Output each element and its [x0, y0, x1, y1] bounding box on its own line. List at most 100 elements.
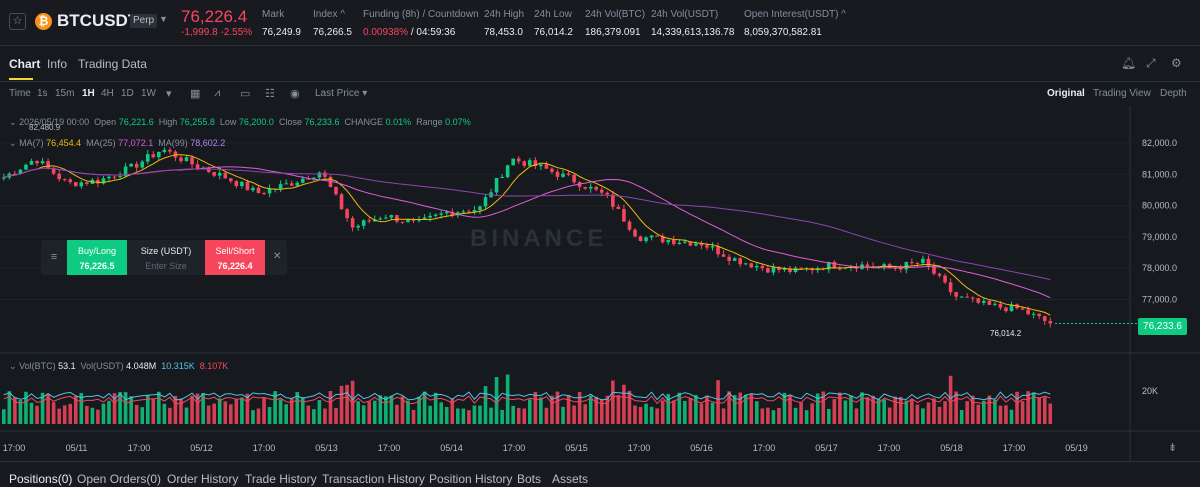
- candle-body: [323, 172, 327, 177]
- volume-bar: [306, 405, 311, 424]
- candle-body: [1042, 316, 1047, 321]
- tab-trade-history[interactable]: Trade History: [245, 472, 317, 486]
- volume-bar: [666, 394, 671, 424]
- draw-tools-icon[interactable]: ▭: [240, 88, 251, 100]
- tab-assets[interactable]: Assets: [552, 472, 589, 486]
- candle-body: [73, 182, 78, 187]
- legend-toggle-icon[interactable]: ⌄: [9, 138, 17, 148]
- volume-bar: [638, 407, 643, 424]
- interval-1w[interactable]: 1W: [141, 88, 156, 99]
- interval-time[interactable]: Time: [9, 88, 31, 99]
- chevron-down-icon[interactable]: ▾: [166, 88, 172, 100]
- candle-body: [494, 177, 499, 193]
- volume-bar: [328, 390, 333, 424]
- last-price: 76,226.4: [181, 7, 248, 26]
- candle-body: [887, 264, 892, 268]
- stat-open-interest[interactable]: Open Interest(USDT) ^ 8,059,370,582.81: [744, 9, 846, 38]
- volume-bar: [494, 377, 499, 424]
- calendar-icon[interactable]: ▦: [190, 88, 201, 100]
- volume-bar: [300, 397, 305, 424]
- candle-body: [162, 149, 167, 153]
- volume-bar: [223, 401, 228, 424]
- volume-bar: [732, 395, 737, 424]
- candlestick-chart[interactable]: 82,000.0 81,000.0 80,000.0 79,000.0 78,000.0…: [0, 106, 1200, 461]
- sell-short-button[interactable]: Sell/Short 76,226.4: [205, 240, 265, 275]
- volume-bar: [721, 408, 726, 424]
- candle-body: [411, 219, 416, 221]
- volume-bar: [555, 391, 560, 424]
- volume-bar: [611, 380, 615, 424]
- interval-1h[interactable]: 1H: [82, 88, 95, 99]
- symbol-name[interactable]: BTCUSDT: [57, 11, 139, 30]
- interval-4h[interactable]: 4H: [101, 88, 114, 99]
- candle-body: [1031, 313, 1036, 315]
- tab-trading-data[interactable]: Trading Data: [78, 57, 147, 71]
- volume-bar: [145, 395, 150, 424]
- chevron-down-icon: ▾: [362, 88, 368, 99]
- vol-ma2-value: 8.107K: [199, 361, 229, 371]
- view-original[interactable]: Original: [1047, 88, 1085, 99]
- funding-rate: 0.00938%: [363, 27, 409, 38]
- drag-handle-icon[interactable]: ≡: [50, 251, 58, 263]
- volume-bar: [13, 397, 17, 424]
- candle-body: [134, 163, 139, 168]
- stat-value: 76,014.2: [534, 27, 573, 38]
- legend-toggle-icon[interactable]: ⌄: [9, 361, 17, 371]
- volume-bar: [1009, 409, 1014, 424]
- candle-body: [932, 265, 936, 274]
- change-value: 0.01%: [385, 117, 412, 127]
- size-input[interactable]: Enter Size: [145, 261, 187, 271]
- candle-body: [599, 189, 604, 193]
- time-axis-label: 17:00: [753, 443, 776, 453]
- volume-bar: [384, 396, 388, 424]
- tab-position-history[interactable]: Position History: [429, 472, 513, 486]
- volume-bar: [51, 402, 56, 424]
- candle-body: [68, 179, 73, 183]
- buy-long-button[interactable]: Buy/Long 76,226.5: [67, 240, 127, 275]
- tab-positions[interactable]: Positions(0): [9, 472, 73, 486]
- bell-icon[interactable]: 🔔︎: [1121, 56, 1137, 70]
- settings-sliders-icon[interactable]: ☷: [265, 88, 275, 100]
- volume-bar: [1031, 392, 1036, 424]
- grid-settings-icon[interactable]: ⚙: [1171, 56, 1182, 70]
- tab-open-orders[interactable]: Open Orders(0): [77, 472, 162, 486]
- candle-body: [406, 219, 410, 223]
- interval-15m[interactable]: 15m: [55, 88, 75, 99]
- stat-index[interactable]: Index ^ 76,266.5: [313, 9, 352, 38]
- stat-value: 8,059,370,582.81: [744, 27, 822, 38]
- interval-1s[interactable]: 1s: [37, 88, 48, 99]
- close-icon[interactable]: ✕: [273, 251, 282, 262]
- volume-bar: [804, 410, 809, 424]
- time-axis-label: 17:00: [1003, 443, 1026, 453]
- price-mode-select[interactable]: Last Price ▾: [315, 88, 367, 99]
- candle-body: [926, 258, 931, 266]
- size-field[interactable]: Size (USDT) Enter Size: [127, 240, 205, 275]
- vol-ma1-value: 10.315K: [161, 361, 195, 371]
- tab-order-history[interactable]: Order History: [167, 472, 239, 486]
- candle-body: [699, 243, 704, 246]
- volume-bar: [539, 397, 543, 424]
- high-label: High: [158, 117, 178, 127]
- volume-bar: [140, 407, 145, 424]
- tab-chart[interactable]: Chart: [9, 57, 41, 71]
- collapse-icon: ⇟: [1168, 441, 1177, 454]
- tab-transaction-history[interactable]: Transaction History: [322, 472, 425, 486]
- tab-bots[interactable]: Bots: [517, 472, 542, 486]
- chevron-down-icon[interactable]: ▼: [159, 14, 168, 24]
- volume-bar: [112, 393, 117, 424]
- view-trading-view[interactable]: Trading View: [1093, 88, 1151, 99]
- volume-bar: [151, 398, 156, 424]
- legend-toggle-icon[interactable]: ⌄: [9, 117, 17, 127]
- target-icon[interactable]: ◉: [290, 88, 300, 100]
- favorite-star-icon[interactable]: ☆: [9, 13, 26, 30]
- volume-bar: [173, 395, 178, 424]
- tab-info[interactable]: Info: [47, 57, 68, 71]
- volume-bar: [694, 395, 698, 424]
- view-depth[interactable]: Depth: [1160, 88, 1187, 99]
- volume-bar: [118, 392, 122, 424]
- interval-1d[interactable]: 1D: [121, 88, 134, 99]
- indicator-icon[interactable]: ⩘: [214, 87, 221, 99]
- candle-body: [993, 303, 997, 305]
- expand-icon[interactable]: ⤢: [1146, 56, 1156, 70]
- stat-label: 24h Vol(BTC): [585, 9, 646, 20]
